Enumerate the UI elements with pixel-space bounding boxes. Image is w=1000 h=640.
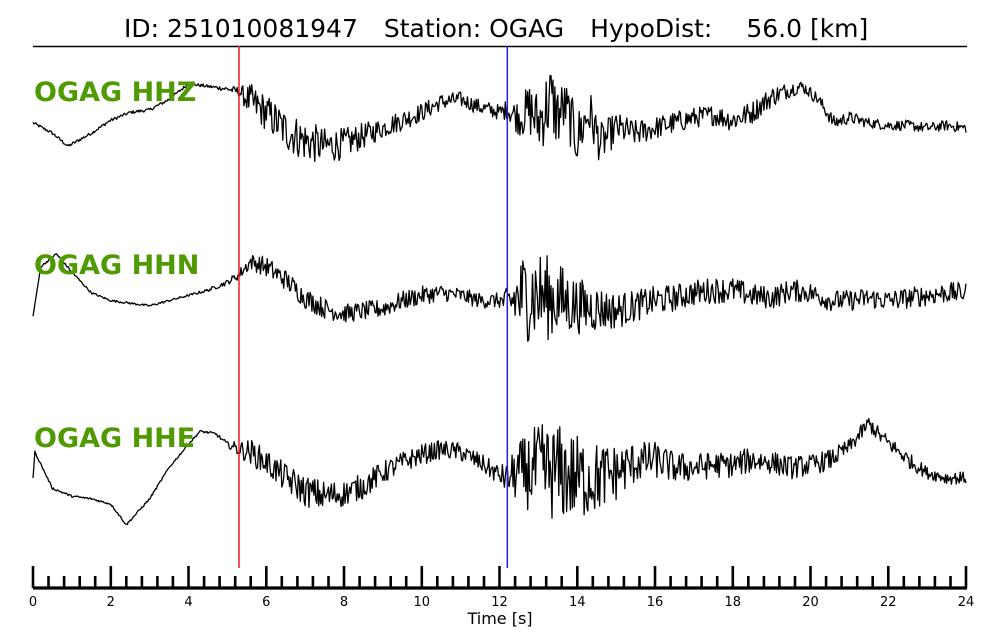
trace-ogag-hhz	[32, 75, 967, 163]
title-hypodist-label: HypoDist:	[590, 14, 712, 43]
trace-label-ogag-hhz: OGAG HHZ	[34, 77, 196, 108]
picks-layer	[238, 46, 509, 568]
x-tick-label: 14	[569, 595, 586, 610]
x-tick-label: 12	[491, 595, 508, 610]
x-tick-label: 0	[29, 595, 37, 610]
x-tick-label: 24	[958, 595, 975, 610]
title-station-value: OGAG	[489, 14, 564, 43]
x-tick-label: 6	[262, 595, 270, 610]
trace-labels-layer: OGAG HHZ OGAG HHN OGAG HHE	[34, 77, 199, 454]
time-axis: 0 2 4 6 8 10 12 14 16 18 20 22 24	[29, 566, 974, 610]
title-hypodist-unit: [km]	[810, 14, 868, 43]
x-tick-label: 18	[725, 595, 742, 610]
x-tick-label: 4	[184, 595, 192, 610]
x-tick-label: 22	[880, 595, 897, 610]
figure-title: ID: 251010081947 Station: OGAG HypoDist:…	[124, 14, 868, 43]
x-tick-label: 20	[802, 595, 819, 610]
title-id-label: ID:	[124, 14, 159, 43]
x-tick-label: 10	[414, 595, 431, 610]
x-tick-label: 2	[107, 595, 115, 610]
traces-layer	[32, 75, 967, 526]
trace-label-ogag-hhe: OGAG HHE	[34, 423, 195, 454]
x-axis-label: Time [s]	[466, 609, 532, 628]
trace-ogag-hhe	[32, 417, 967, 526]
trace-ogag-hhn	[32, 253, 967, 342]
title-hypodist-value: 56.0	[746, 14, 802, 43]
title-id-value: 251010081947	[167, 14, 358, 43]
x-tick-label: 16	[647, 595, 664, 610]
title-station-label: Station:	[384, 14, 481, 43]
x-tick-label: 8	[340, 595, 348, 610]
trace-label-ogag-hhn: OGAG HHN	[34, 250, 199, 281]
